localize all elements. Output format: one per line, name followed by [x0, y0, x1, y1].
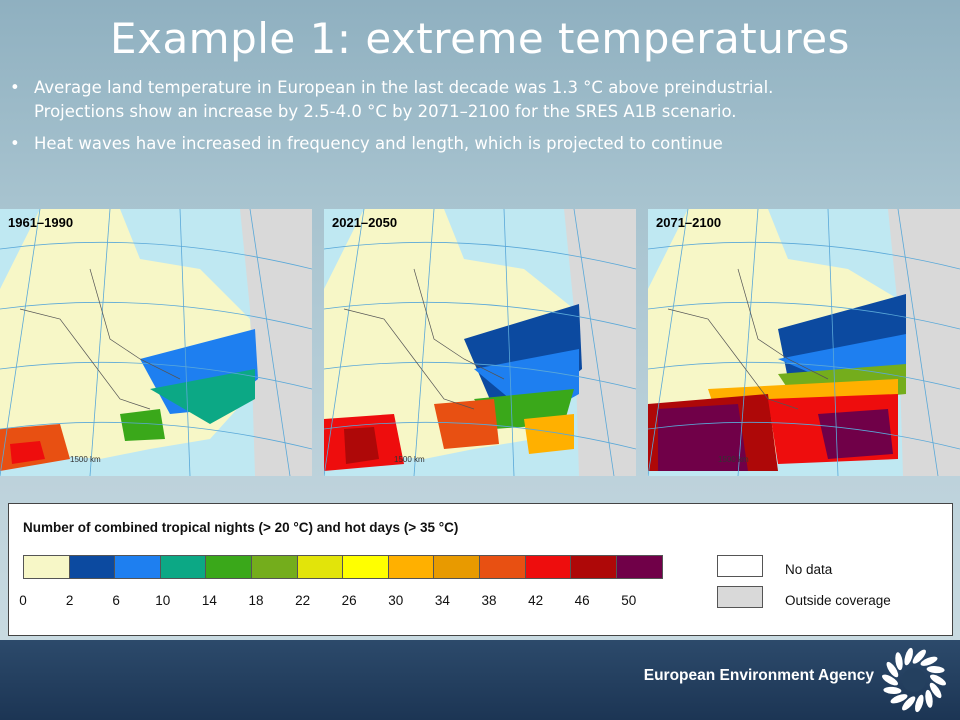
logo-ray	[904, 647, 913, 666]
legend-tick-label: 6	[112, 593, 120, 608]
legend-tick-label: 50	[621, 593, 637, 608]
map-1961-1990: 1961–1990 1500 km	[0, 209, 312, 476]
legend-tick-label: 14	[201, 593, 217, 608]
legend-color-cell	[297, 556, 344, 578]
map-period-label: 2071–2100	[656, 215, 722, 230]
eea-sun-logo-icon	[882, 647, 946, 713]
footer-bar: European Environment Agency	[0, 640, 960, 720]
legend-color-cell	[571, 556, 617, 578]
no-data-label: No data	[785, 562, 833, 577]
legend-tick-label: 2	[65, 593, 74, 608]
legend-tick-label: 38	[481, 593, 497, 608]
bullet-item: • Average land temperature in European i…	[8, 76, 953, 124]
logo-ray	[882, 674, 898, 686]
europe-map-image	[324, 209, 636, 476]
outside-coverage-swatch	[717, 586, 763, 608]
bullet-line: Average land temperature in European in …	[34, 78, 774, 97]
logo-ray	[886, 661, 899, 678]
legend-tick-label: 34	[434, 593, 450, 608]
legend-tick-label: 10	[155, 593, 171, 608]
europe-map-image	[648, 209, 960, 476]
map-legend: Number of combined tropical nights (> 20…	[8, 503, 953, 636]
logo-ray	[883, 686, 902, 694]
legend-color-cell	[206, 556, 252, 578]
legend-tick-label: 22	[295, 593, 311, 608]
legend-tick-label: 42	[528, 593, 544, 608]
map-scale-label: 1500 km	[70, 455, 101, 464]
legend-ticks: 0 2 6 10 14 18 22 26 30 34 38 42 46 50	[9, 593, 709, 613]
legend-title: Number of combined tropical nights (> 20…	[23, 520, 459, 535]
map-panel-row: 1961–1990 1500 km 2021–2050 1	[0, 209, 960, 476]
map-period-label: 2021–2050	[332, 215, 398, 230]
legend-color-cell	[616, 556, 663, 578]
bullet-line: Projections show an increase by 2.5-4.0 …	[34, 102, 737, 121]
logo-ray	[926, 666, 945, 674]
logo-ray	[890, 694, 908, 704]
legend-color-cell	[251, 556, 298, 578]
bullet-dot-icon: •	[10, 78, 20, 97]
legend-color-cell	[24, 556, 70, 578]
logo-ray	[915, 694, 924, 713]
legend-color-cell	[115, 556, 161, 578]
map-scale-label: 1500 km	[394, 455, 425, 464]
legend-colorbar	[23, 555, 664, 579]
map-2021-2050: 2021–2050 1500 km	[324, 209, 636, 476]
bullet-dot-icon: •	[10, 134, 20, 153]
legend-color-cell	[69, 556, 116, 578]
bullet-list: • Average land temperature in European i…	[8, 76, 953, 164]
map-2071-2100: 2071–2100 1500 km	[648, 209, 960, 476]
legend-tick-label: 30	[388, 593, 404, 608]
europe-map-image	[0, 209, 312, 476]
legend-color-cell	[343, 556, 389, 578]
logo-ray	[930, 674, 946, 686]
map-period-label: 1961–1990	[8, 215, 74, 230]
bullet-item: • Heat waves have increased in frequency…	[8, 132, 953, 156]
legend-tick-label: 46	[574, 593, 590, 608]
logo-ray	[902, 696, 916, 711]
legend-color-cell	[160, 556, 207, 578]
agency-name: European Environment Agency	[643, 667, 874, 684]
legend-tick-label: 0	[19, 593, 27, 608]
map-scale-label: 1500 km	[718, 455, 749, 464]
legend-color-cell	[525, 556, 572, 578]
logo-ray	[912, 649, 926, 664]
no-data-swatch	[717, 555, 763, 577]
legend-color-cell	[434, 556, 480, 578]
slide-title: Example 1: extreme temperatures	[110, 14, 850, 63]
legend-color-cell	[388, 556, 435, 578]
logo-ray	[925, 689, 933, 708]
logo-ray	[895, 652, 903, 671]
logo-ray	[929, 682, 942, 699]
bullet-line: Heat waves have increased in frequency a…	[34, 134, 723, 153]
outside-coverage-label: Outside coverage	[785, 593, 891, 608]
legend-tick-label: 26	[341, 593, 357, 608]
legend-color-cell	[479, 556, 526, 578]
legend-tick-label: 18	[248, 593, 264, 608]
logo-ray	[920, 656, 938, 666]
